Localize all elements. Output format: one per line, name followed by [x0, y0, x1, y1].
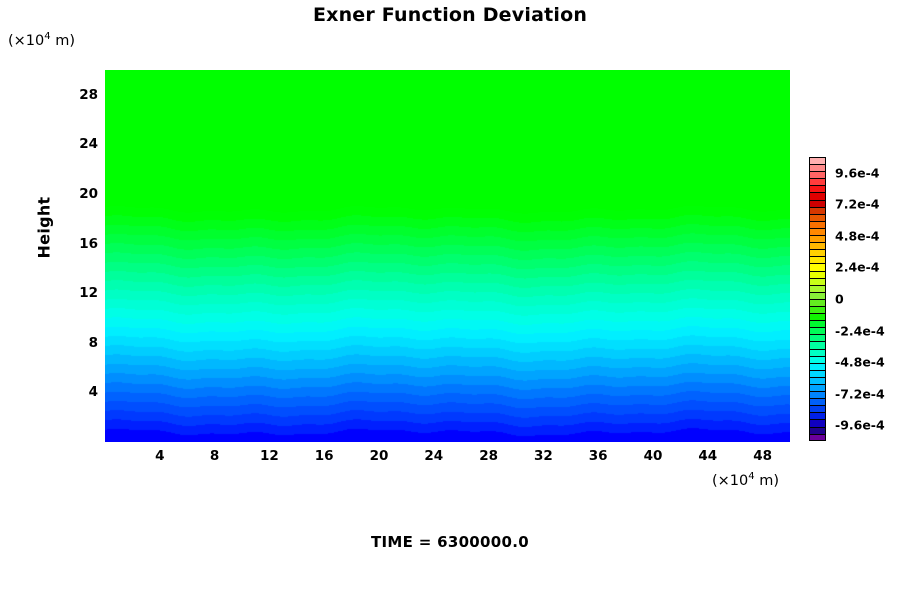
xaxis-tick-label: 20: [369, 448, 389, 464]
colorbar-band: [810, 363, 825, 371]
colorbar-band: [810, 158, 825, 166]
colorbar-band: [810, 292, 825, 300]
colorbar-band: [810, 200, 825, 208]
colorbar-tick-label: 4.8e-4: [835, 228, 880, 244]
yaxis-tick-label: 4: [88, 384, 98, 401]
colorbar-band: [810, 207, 825, 215]
colorbar-band: [810, 399, 825, 407]
yaxis-tick-label: 20: [79, 186, 98, 202]
colorbar-band: [810, 420, 825, 428]
yaxis-tick-label: 28: [79, 86, 98, 103]
colorbar-band: [810, 186, 825, 194]
colorbar-band: [810, 236, 825, 244]
xaxis-tick-label: 24: [424, 448, 444, 464]
xaxis-tick-label: 8: [209, 448, 220, 464]
colorbar-tick-label: 9.6e-4: [835, 165, 880, 181]
colorbar-band: [810, 264, 825, 272]
xaxis-tick-label: 32: [533, 448, 553, 464]
colorbar-tick-label: 0: [835, 291, 844, 307]
colorbar-band: [810, 299, 825, 307]
xaxis-tick-label: 48: [753, 448, 772, 464]
colorbar-band: [810, 377, 825, 385]
xaxis-tick-label: 44: [698, 448, 718, 464]
colorbar-band: [810, 385, 825, 393]
colorbar-band: [810, 370, 825, 378]
colorbar-band: [810, 193, 825, 201]
colorbar-tick-label: -9.6e-4: [835, 417, 885, 433]
colorbar-band: [810, 172, 825, 180]
xaxis-tick-label: 16: [314, 448, 334, 464]
yaxis-tick-labels: 4 8 12 16 20 24 28: [50, 70, 98, 442]
colorbar-strip: [809, 157, 826, 441]
colorbar-band: [810, 342, 825, 350]
xaxis-tick-label: 36: [588, 448, 608, 464]
contour-plot-area[interactable]: [105, 70, 790, 442]
colorbar-tick-label: -7.2e-4: [835, 386, 885, 402]
colorbar-tick-label: -2.4e-4: [835, 323, 885, 339]
colorbar-band: [810, 413, 825, 421]
colorbar-band: [810, 434, 825, 440]
xaxis-tick-label: 4: [155, 448, 165, 464]
xaxis-tick-label: 28: [479, 448, 498, 464]
colorbar-band: [810, 221, 825, 229]
colorbar-band: [810, 228, 825, 237]
page-title: Exner Function Deviation: [312, 4, 588, 26]
yaxis-tick-label: 24: [79, 136, 98, 153]
colorbar-band: [810, 271, 825, 279]
xaxis-tick-labels: 4 8 12 16 20 24 28 32 36 40 44 48: [105, 448, 790, 470]
contour-field: [105, 70, 790, 442]
yaxis-units-label: (×104 m): [8, 31, 76, 49]
yaxis-tick-label: 16: [79, 235, 98, 252]
yaxis-tick-label: 12: [79, 285, 98, 302]
colorbar-band: [810, 328, 825, 336]
colorbar-band: [810, 250, 825, 258]
time-annotation: TIME = 6300000.0: [371, 533, 529, 551]
colorbar-band: [810, 349, 825, 357]
colorbar-band: [810, 214, 825, 222]
colorbar[interactable]: 9.6e-4 7.2e-4 4.8e-4 2.4e-4 0 -2.4e-4 -4.8e-4 -…: [809, 157, 899, 441]
colorbar-tick-label: 2.4e-4: [835, 259, 880, 275]
xaxis-tick-label: 12: [259, 448, 279, 464]
colorbar-band: [810, 314, 825, 322]
colorbar-band: [810, 306, 825, 315]
colorbar-band: [810, 179, 825, 187]
colorbar-band: [810, 165, 825, 173]
xaxis-tick-label: 40: [643, 448, 663, 464]
colorbar-tick-label: 7.2e-4: [835, 196, 880, 212]
colorbar-band: [810, 243, 825, 251]
colorbar-tick-label: -4.8e-4: [835, 354, 885, 370]
colorbar-tick-labels: 9.6e-4 7.2e-4 4.8e-4 2.4e-4 0 -2.4e-4 -4.8e-4 -…: [809, 157, 899, 441]
colorbar-band: [810, 257, 825, 265]
colorbar-band: [810, 321, 825, 329]
yaxis-tick-label: 8: [88, 334, 98, 351]
colorbar-band: [810, 278, 825, 286]
colorbar-band: [810, 392, 825, 400]
colorbar-band: [810, 406, 825, 414]
colorbar-band: [810, 285, 825, 293]
colorbar-band: [810, 335, 825, 343]
colorbar-band: [810, 356, 825, 364]
xaxis-units-label: (×104 m): [712, 471, 780, 489]
colorbar-band: [810, 427, 825, 435]
